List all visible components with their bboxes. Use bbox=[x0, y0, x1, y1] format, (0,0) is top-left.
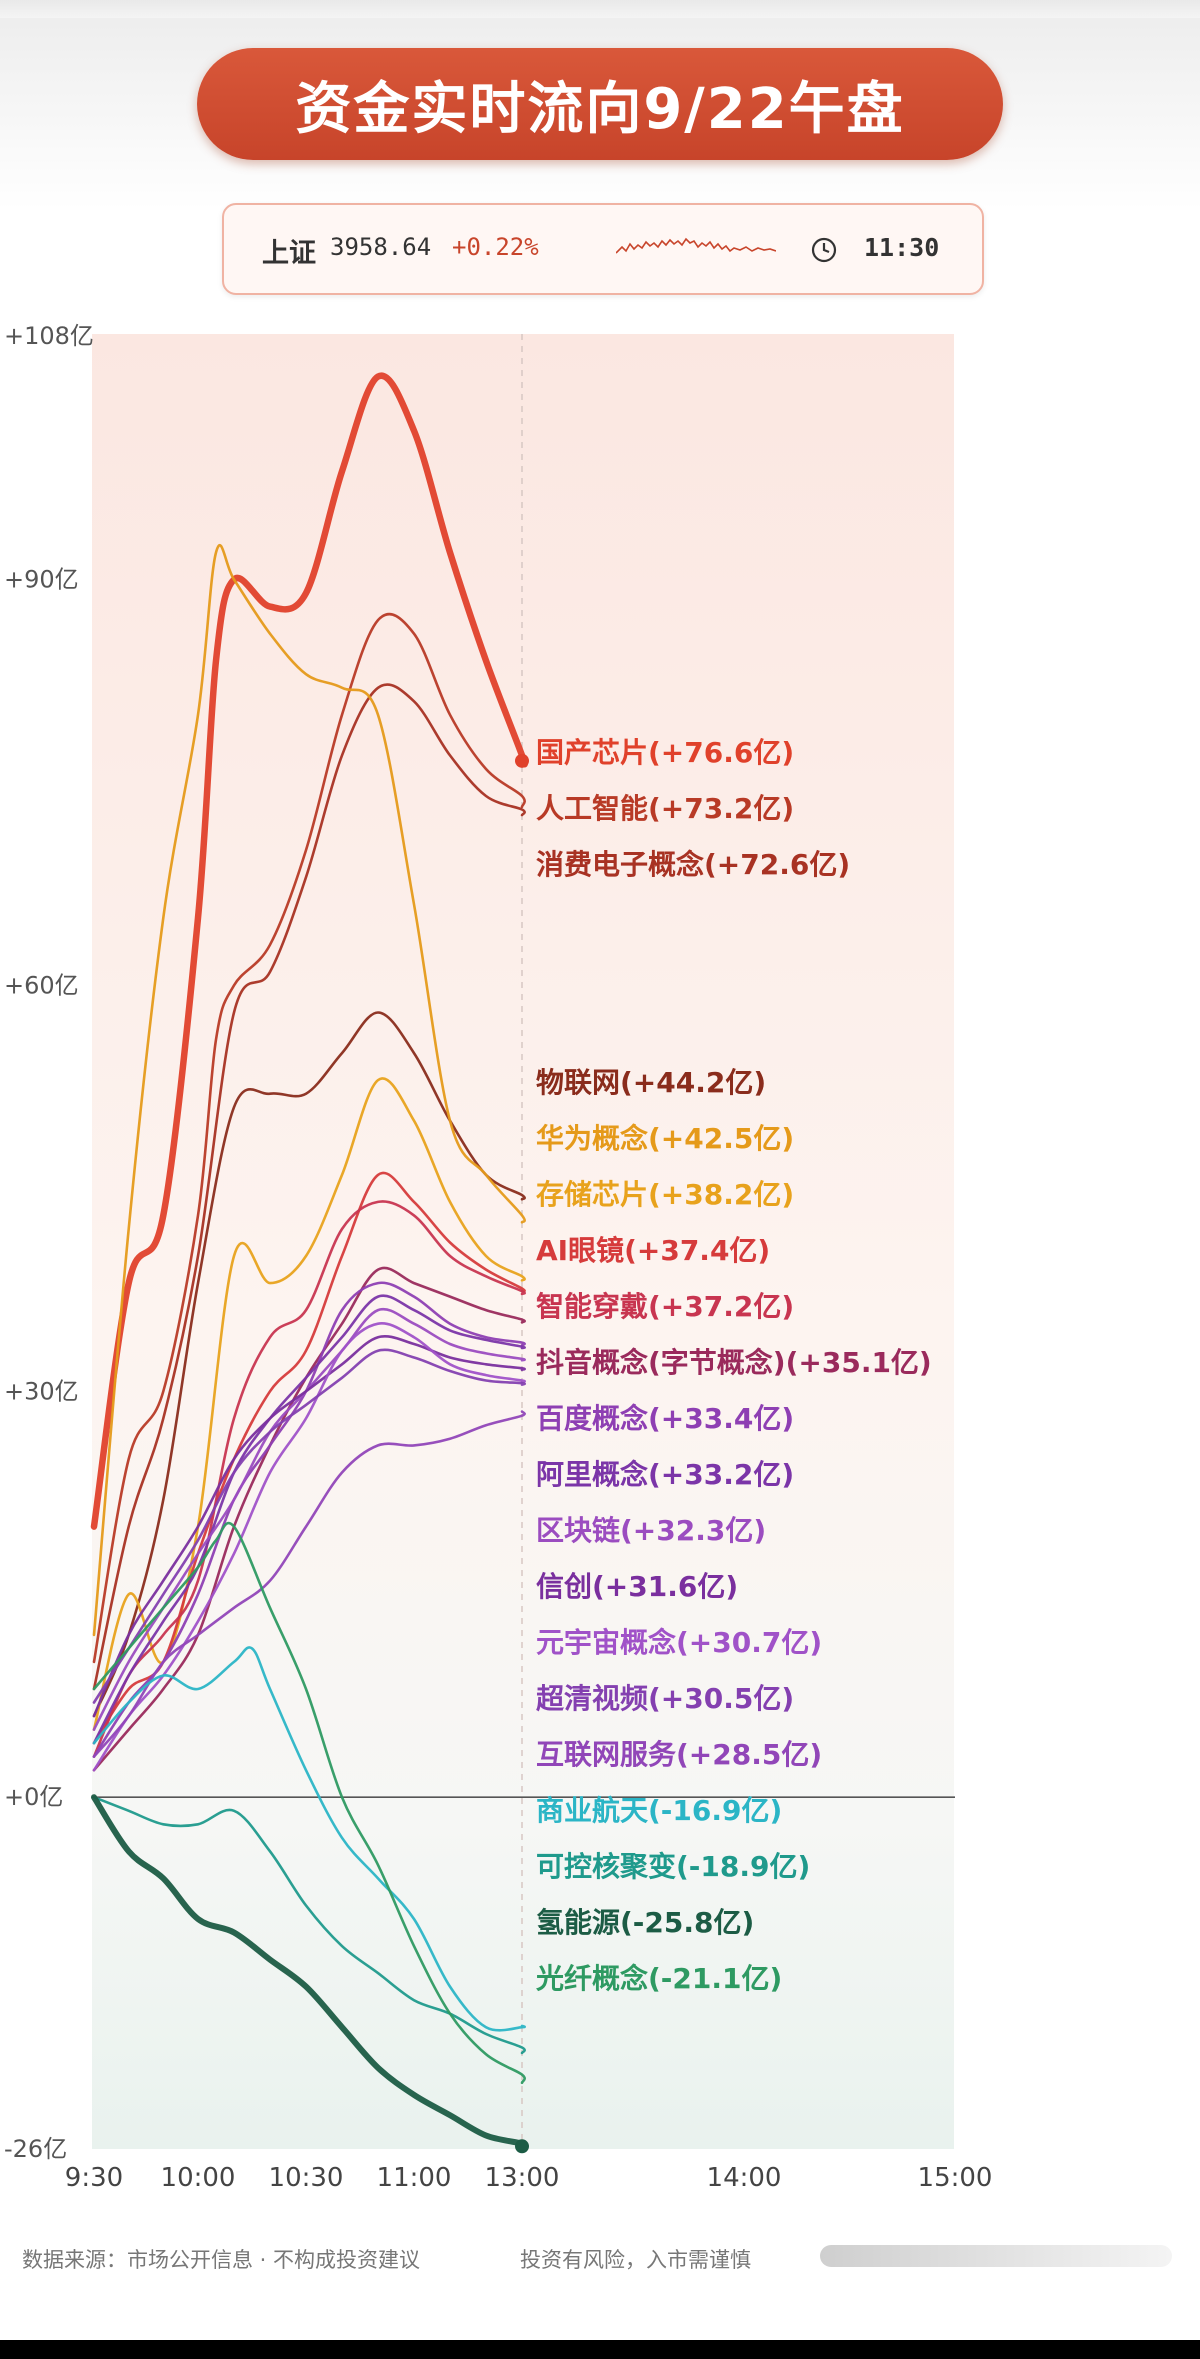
series-end-marker bbox=[515, 2139, 529, 2154]
series-line bbox=[92, 543, 526, 1637]
series-line bbox=[92, 1410, 526, 1758]
series-label: 超清视频(+30.5亿) bbox=[536, 1682, 794, 1715]
series-label: 消费电子概念(+72.6亿) bbox=[536, 848, 850, 881]
series-label: 光纤概念(-21.1亿) bbox=[535, 1962, 782, 1995]
series-line bbox=[92, 1795, 526, 2055]
series-label: 存储芯片(+38.2亿) bbox=[536, 1178, 794, 1211]
index-summary-card: 上证 3958.64 +0.22% 11:30 bbox=[222, 203, 984, 295]
series-label: 华为概念(+42.5亿) bbox=[536, 1122, 794, 1155]
series-line bbox=[91, 1794, 528, 2150]
status-bar bbox=[0, 0, 1200, 18]
series-label: 氢能源(-25.8亿) bbox=[536, 1906, 754, 1939]
clock-icon bbox=[811, 237, 837, 263]
series-label: 阿里概念(+33.2亿) bbox=[536, 1458, 794, 1491]
bottom-bar bbox=[0, 2340, 1200, 2359]
y-tick-label: +90亿 bbox=[4, 566, 79, 594]
series-label: 商业航天(-16.9亿) bbox=[536, 1794, 782, 1827]
x-tick-label: 15:00 bbox=[918, 2163, 993, 2193]
series-end-marker bbox=[515, 753, 529, 768]
footer-source: 数据来源：市场公开信息 · 不构成投资建议 bbox=[22, 2248, 421, 2272]
series-line bbox=[92, 1348, 526, 1704]
series-line bbox=[92, 1521, 526, 2084]
index-time: 11:30 bbox=[864, 233, 940, 262]
series-label: 百度概念(+33.4亿) bbox=[536, 1402, 794, 1435]
series-label: 抖音概念(字节概念)(+35.1亿) bbox=[536, 1346, 932, 1379]
series-label: 信创(+31.6亿) bbox=[536, 1570, 738, 1603]
series-label: 互联网服务(+28.5亿) bbox=[536, 1738, 822, 1771]
plot-area bbox=[92, 334, 954, 2149]
footer-risk: 投资有风险，入市需谨慎 bbox=[520, 2248, 751, 2272]
index-change: +0.22% bbox=[452, 233, 539, 261]
index-value: 3958.64 bbox=[330, 233, 432, 261]
y-tick-label: +0亿 bbox=[4, 1783, 63, 1811]
y-tick-label: +108亿 bbox=[4, 322, 94, 350]
index-sparkline bbox=[616, 237, 776, 254]
series-label: 元宇宙概念(+30.7亿) bbox=[536, 1626, 822, 1659]
x-tick-label: 14:00 bbox=[707, 2163, 782, 2193]
y-tick-label: +60亿 bbox=[4, 971, 79, 999]
index-name: 上证 bbox=[262, 238, 316, 269]
series-line bbox=[92, 1335, 526, 1718]
series-line bbox=[92, 1200, 526, 1758]
x-tick-label: 10:00 bbox=[161, 2163, 236, 2193]
series-label: 可控核聚变(-18.9亿) bbox=[536, 1850, 810, 1883]
y-tick-label: +30亿 bbox=[4, 1377, 79, 1405]
x-tick-label: 10:30 bbox=[269, 2163, 344, 2193]
series-line bbox=[92, 1322, 526, 1772]
series-line bbox=[92, 1011, 526, 1718]
series-line bbox=[92, 683, 526, 1691]
series-label: 人工智能(+73.2亿) bbox=[536, 792, 794, 825]
series-line bbox=[92, 1646, 526, 2032]
series-label: AI眼镜(+37.4亿) bbox=[536, 1234, 770, 1267]
page-title-text: 资金实时流向9/22午盘 bbox=[295, 76, 905, 142]
page-title: 资金实时流向9/22午盘 bbox=[197, 48, 1003, 160]
series-label: 区块链(+32.3亿) bbox=[536, 1514, 766, 1547]
y-tick-label: -26亿 bbox=[4, 2135, 67, 2163]
x-tick-label: 9:30 bbox=[65, 2163, 123, 2193]
series-label: 智能穿戴(+37.2亿) bbox=[536, 1290, 794, 1323]
series-label: 物联网(+44.2亿) bbox=[536, 1066, 766, 1099]
series-label: 国产芯片(+76.6亿) bbox=[536, 736, 794, 769]
series-line bbox=[92, 613, 526, 1664]
x-tick-label: 11:00 bbox=[377, 2163, 452, 2193]
x-tick-label: 13:00 bbox=[485, 2163, 560, 2193]
series-line bbox=[92, 1281, 526, 1758]
series-line bbox=[92, 1171, 526, 1745]
footer-scroll-bar bbox=[820, 2245, 1172, 2267]
series-line bbox=[90, 372, 528, 1530]
series-line bbox=[92, 1294, 526, 1745]
